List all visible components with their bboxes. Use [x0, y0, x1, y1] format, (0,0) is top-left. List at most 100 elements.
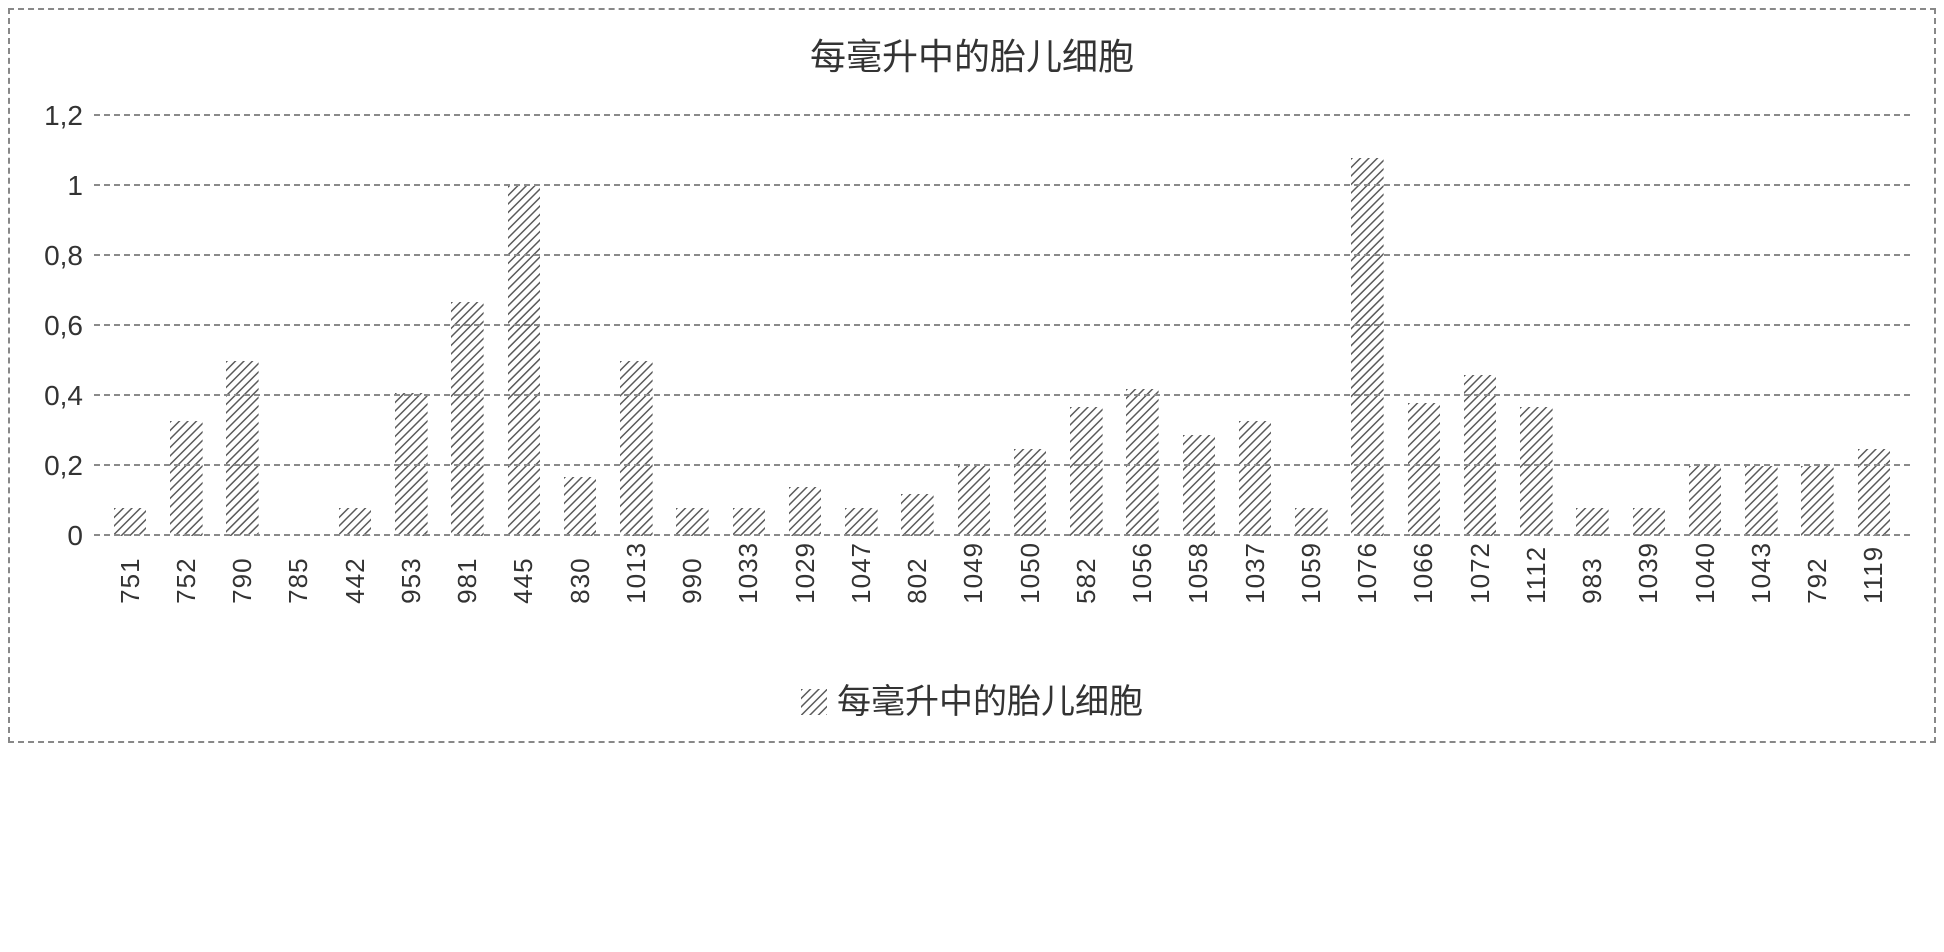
bar [1183, 435, 1216, 537]
bar-slot [721, 508, 777, 536]
bar [451, 302, 484, 537]
bar [564, 477, 597, 537]
x-tick-label: 790 [227, 542, 258, 604]
x-label-slot: 953 [383, 542, 439, 604]
x-tick-label: 445 [508, 542, 539, 604]
x-label-slot: 442 [327, 542, 383, 604]
legend-swatch [801, 685, 827, 711]
bar-slot [1283, 508, 1339, 536]
bar [958, 466, 991, 536]
x-tick-label: 1050 [1015, 542, 1046, 604]
y-axis: 00,20,40,60,811,2 [34, 116, 89, 536]
bar [508, 186, 541, 536]
bar [1801, 466, 1834, 536]
bar [1464, 375, 1497, 536]
bar-slot [1790, 466, 1846, 536]
x-tick-label: 1059 [1296, 542, 1327, 604]
gridline [94, 114, 1910, 116]
y-tick-label: 0 [67, 520, 83, 552]
bar-slot [1396, 403, 1452, 536]
x-axis-labels: 751 752 790 785 442953 981 445 830 1013 990 1033 10… [94, 542, 1910, 604]
x-tick-label: 1066 [1408, 542, 1439, 604]
bar-slot [1565, 508, 1621, 536]
x-label-slot: 445 [496, 542, 552, 604]
x-label-slot: 983 [1565, 542, 1621, 604]
x-label-slot: 1056 [1115, 542, 1171, 604]
bar [845, 508, 878, 536]
bar [339, 508, 372, 536]
bar-slot [1733, 466, 1789, 536]
bar [1633, 508, 1666, 536]
bar-slot [1171, 435, 1227, 537]
x-tick-label: 983 [1577, 542, 1608, 604]
x-label-slot: 1047 [833, 542, 889, 604]
x-label-slot: 1059 [1283, 542, 1339, 604]
x-tick-label: 751 [115, 542, 146, 604]
x-tick-label: 1033 [733, 542, 764, 604]
bar-slot [1115, 389, 1171, 536]
x-tick-label: 1056 [1127, 542, 1158, 604]
x-label-slot: 751 [102, 542, 158, 604]
bar [620, 361, 653, 536]
x-label-slot: 582 [1058, 542, 1114, 604]
chart-container: 每毫升中的胎儿细胞 00,20,40,60,811,2 751752790785… [8, 8, 1936, 743]
x-label-slot: 1037 [1227, 542, 1283, 604]
x-tick-label: 1072 [1465, 542, 1496, 604]
gridline [94, 324, 1910, 326]
x-label-slot: 981 [440, 542, 496, 604]
bar-slot [1508, 407, 1564, 537]
gridline [94, 394, 1910, 396]
x-label-slot: 1049 [946, 542, 1002, 604]
x-tick-label: 981 [452, 542, 483, 604]
x-label-slot: 785 [271, 542, 327, 604]
bar-slot [890, 494, 946, 536]
x-label-slot: 792 [1790, 542, 1846, 604]
x-tick-label: 1119 [1858, 542, 1889, 604]
y-tick-label: 0,2 [44, 450, 83, 482]
x-tick-label: 1049 [958, 542, 989, 604]
x-label-slot: 1040 [1677, 542, 1733, 604]
gridline [94, 534, 1910, 536]
x-tick-label: 752 [171, 542, 202, 604]
bar [733, 508, 766, 536]
bar-slot [102, 508, 158, 536]
x-label-slot: 1050 [1002, 542, 1058, 604]
x-tick-label: 1037 [1240, 542, 1271, 604]
plot-wrap: 00,20,40,60,811,2 7517527907854429539814… [94, 116, 1910, 596]
bar-slot [665, 508, 721, 536]
x-label-slot: 752 [158, 542, 214, 604]
bar [1858, 449, 1891, 537]
bar [1745, 466, 1778, 536]
x-tick-label: 1013 [621, 542, 652, 604]
bar [1295, 508, 1328, 536]
x-tick-label: 1040 [1690, 542, 1721, 604]
bar-slot [946, 466, 1002, 536]
bar [1126, 389, 1159, 536]
bar-slot [1846, 449, 1902, 537]
bar [1520, 407, 1553, 537]
gridline [94, 254, 1910, 256]
x-tick-label: 1029 [790, 542, 821, 604]
x-label-slot: 1112 [1508, 542, 1564, 604]
y-tick-label: 1 [67, 170, 83, 202]
bar-slot [1227, 421, 1283, 537]
bar-slot [1058, 407, 1114, 537]
x-tick-label: 830 [565, 542, 596, 604]
bar-slot [327, 508, 383, 536]
bar-slot [777, 487, 833, 536]
x-tick-label: 1112 [1521, 542, 1552, 604]
bar [226, 361, 259, 536]
x-tick-label: 1058 [1183, 542, 1214, 604]
bar-slot [1677, 466, 1733, 536]
legend: 每毫升中的胎儿细胞 [14, 674, 1930, 723]
bar-slot [215, 361, 271, 536]
y-tick-label: 0,8 [44, 240, 83, 272]
bars-layer [94, 116, 1910, 536]
x-tick-label: 1047 [846, 542, 877, 604]
x-tick-label: 990 [677, 542, 708, 604]
x-tick-label: 785 [283, 542, 314, 604]
bar [114, 508, 147, 536]
bar [1689, 466, 1722, 536]
bar-slot [1452, 375, 1508, 536]
x-tick-label: 1076 [1352, 542, 1383, 604]
